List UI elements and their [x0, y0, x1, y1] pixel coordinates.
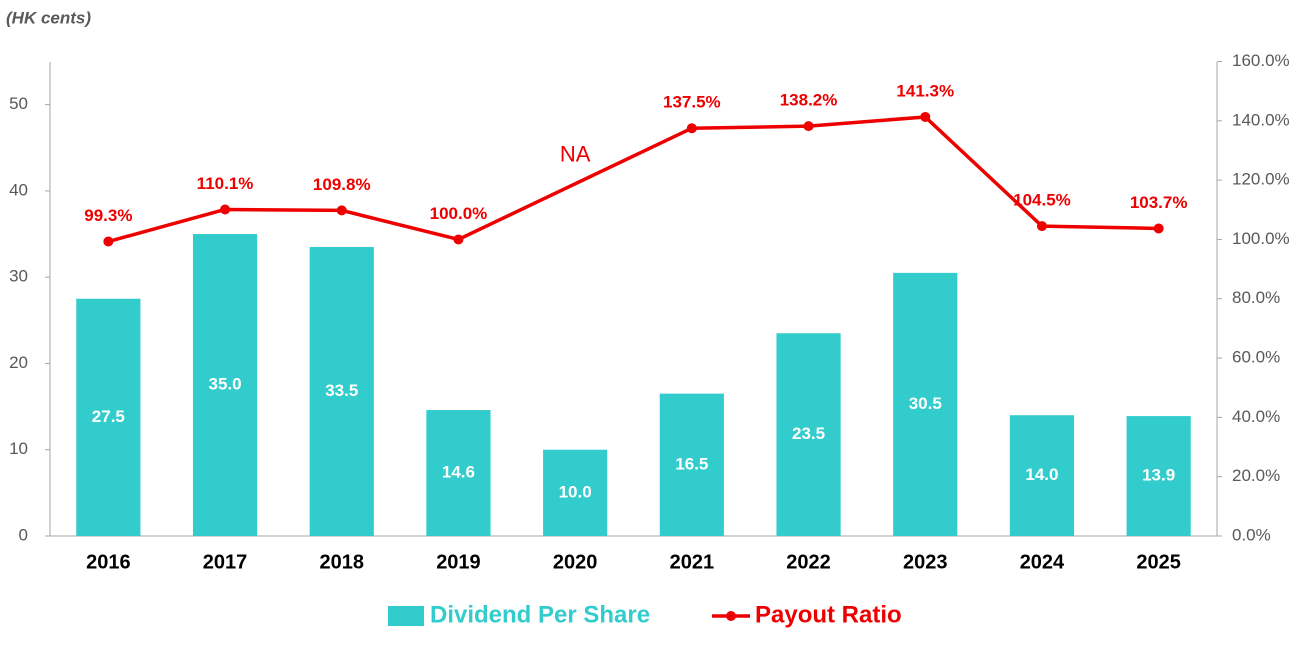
bar-value-label: 13.9	[1142, 466, 1175, 485]
line	[691, 115, 1159, 231]
bar	[426, 410, 491, 536]
x-tick-label: 2022	[786, 551, 831, 573]
bar	[893, 272, 958, 536]
y-tick-label: 40	[9, 180, 28, 199]
bar-value-label: 14.6	[442, 463, 475, 482]
line-value-label: NA	[560, 142, 591, 167]
y2-tick-label: 100.0%	[1232, 229, 1290, 248]
y2-tick-label: 140.0%	[1232, 110, 1290, 129]
bar-value-label: 35.0	[209, 375, 242, 394]
x-tick-label: 2023	[903, 551, 948, 573]
y2-tick-label: 40.0%	[1232, 407, 1280, 426]
bar	[76, 298, 141, 536]
bar-value-label: 16.5	[675, 454, 708, 473]
y2-tick-label: 0.0%	[1232, 525, 1271, 544]
line-marker	[1153, 223, 1164, 234]
bar	[776, 333, 841, 536]
y-tick-label: 10	[9, 439, 28, 458]
line-marker	[686, 123, 697, 134]
legend-swatch-marker	[726, 611, 736, 621]
y2-tick-label: 160.0%	[1232, 51, 1290, 70]
legend-swatch	[388, 606, 424, 626]
bar	[543, 449, 608, 536]
legend-label: Payout Ratio	[755, 601, 902, 628]
bar-value-label: 10.0	[559, 482, 592, 501]
line-value-label: 137.5%	[663, 93, 721, 112]
y-axis-label: (HK cents)	[6, 8, 91, 27]
line-marker	[803, 121, 814, 132]
x-tick-label: 2019	[436, 551, 481, 573]
y2-tick-label: 80.0%	[1232, 288, 1280, 307]
bar-value-label: 27.5	[92, 407, 125, 426]
bar	[1009, 415, 1075, 536]
line-marker	[336, 205, 347, 216]
bar	[309, 246, 374, 536]
bar	[192, 234, 258, 536]
line-marker	[920, 111, 931, 122]
line-marker	[220, 204, 231, 215]
y-tick-label: 50	[9, 94, 28, 113]
y-tick-label: 20	[9, 353, 28, 372]
y2-tick-label: 60.0%	[1232, 348, 1280, 367]
x-tick-label: 2018	[320, 551, 365, 573]
bar-value-label: 33.5	[325, 381, 358, 400]
line-value-label: 138.2%	[780, 91, 838, 110]
y-tick-label: 0	[19, 525, 28, 544]
bar	[1126, 416, 1191, 536]
y2-tick-label: 20.0%	[1232, 466, 1280, 485]
x-tick-label: 2021	[670, 551, 715, 573]
legend-label: Dividend Per Share	[430, 601, 650, 628]
line-marker	[103, 236, 114, 247]
line-value-label: 103.7%	[1130, 193, 1188, 212]
x-tick-label: 2017	[203, 551, 248, 573]
bar-value-label: 14.0	[1025, 465, 1058, 484]
line-value-label: 104.5%	[1013, 191, 1071, 210]
line-value-label: 100.0%	[430, 204, 488, 223]
line-value-label: 110.1%	[197, 174, 254, 193]
bar-value-label: 30.5	[909, 394, 942, 413]
line-marker	[1036, 221, 1047, 232]
y2-tick-label: 120.0%	[1232, 170, 1290, 189]
line-marker	[453, 234, 464, 245]
x-tick-label: 2025	[1136, 551, 1181, 573]
bar-value-label: 23.5	[792, 424, 825, 443]
x-tick-label: 2020	[553, 551, 598, 573]
line-gap-connector	[457, 126, 693, 242]
line	[107, 207, 459, 244]
x-tick-label: 2016	[86, 551, 131, 573]
bar	[659, 393, 724, 536]
line-value-label: 99.3%	[84, 206, 132, 225]
line-value-label: 141.3%	[896, 81, 954, 100]
y-tick-label: 30	[9, 267, 28, 286]
x-tick-label: 2024	[1020, 551, 1065, 573]
line-value-label: 109.8%	[313, 175, 371, 194]
